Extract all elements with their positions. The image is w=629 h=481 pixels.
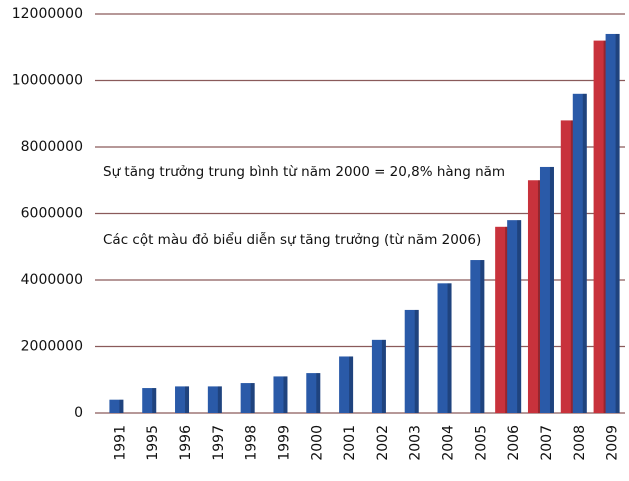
bar xyxy=(539,166,554,413)
x-tick-label: 2007 xyxy=(539,425,555,461)
y-tick-label: 2000000 xyxy=(21,339,83,355)
x-tick-label: 1997 xyxy=(211,425,227,461)
bar xyxy=(142,388,157,413)
x-tick-label: 2002 xyxy=(375,425,391,461)
bar-shade xyxy=(615,33,620,413)
x-tick-label: 2001 xyxy=(342,425,358,461)
bar-shade xyxy=(283,376,288,413)
bar-shade xyxy=(447,283,452,413)
bar-shade xyxy=(217,386,222,413)
bar xyxy=(495,226,510,413)
bar-shade xyxy=(517,220,522,413)
bar-shade xyxy=(480,260,485,413)
bar-shade xyxy=(250,383,255,413)
x-tick-label: 2006 xyxy=(506,425,522,461)
bar xyxy=(240,383,255,413)
x-tick-label: 2004 xyxy=(441,425,457,461)
bar xyxy=(605,33,620,413)
y-tick-label: 12000000 xyxy=(12,6,83,22)
bar-shade xyxy=(414,309,419,413)
bar xyxy=(507,220,522,413)
x-tick-label: 1998 xyxy=(244,425,260,461)
bar-shade xyxy=(152,388,157,413)
bar-shade xyxy=(381,339,386,413)
bar xyxy=(404,309,419,413)
bar xyxy=(306,373,321,413)
annotation: Các cột màu đỏ biểu diễn sự tăng trưởng … xyxy=(103,231,481,248)
bar-shade xyxy=(349,356,354,413)
x-tick-label: 2009 xyxy=(605,425,621,461)
y-tick-label: 0 xyxy=(74,405,83,421)
x-tick-label: 1999 xyxy=(276,425,292,461)
bar xyxy=(572,93,587,414)
bar-shade xyxy=(582,93,587,414)
bar xyxy=(593,40,608,413)
bar xyxy=(371,339,386,413)
x-tick-label: 2005 xyxy=(473,425,489,461)
bar xyxy=(273,376,288,413)
bar xyxy=(207,386,222,413)
bar xyxy=(560,120,575,414)
x-tick-label: 2003 xyxy=(408,425,424,461)
annotation: Sự tăng trưởng trung bình từ năm 2000 = … xyxy=(103,164,505,180)
y-tick-label: 10000000 xyxy=(12,73,83,89)
bar-shade xyxy=(119,399,124,413)
x-tick-label: 2000 xyxy=(309,425,325,461)
bar xyxy=(109,399,124,413)
y-tick-label: 6000000 xyxy=(21,206,83,222)
bar xyxy=(470,260,485,413)
bar xyxy=(437,283,452,413)
bar xyxy=(527,180,542,413)
x-tick-label: 2008 xyxy=(572,425,588,461)
x-tick-label: 1991 xyxy=(112,425,128,461)
bar-shade xyxy=(185,386,190,413)
bar xyxy=(175,386,190,413)
bar xyxy=(339,356,354,413)
y-tick-label: 4000000 xyxy=(21,272,83,288)
bar-shade xyxy=(316,373,321,413)
x-tick-label: 1996 xyxy=(178,425,194,461)
bar-shade xyxy=(549,166,554,413)
x-tick-label: 1995 xyxy=(145,425,161,461)
y-tick-label: 8000000 xyxy=(21,139,83,155)
